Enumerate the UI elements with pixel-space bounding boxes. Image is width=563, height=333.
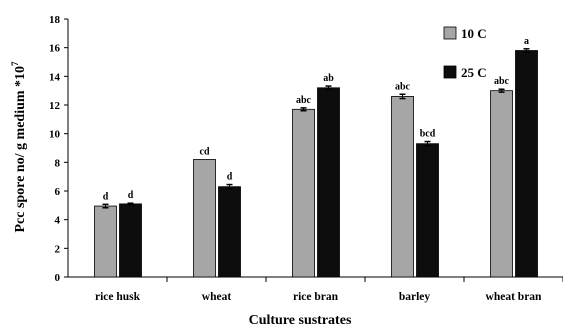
significance-label: bcd — [420, 129, 436, 140]
y-tick-label: 12 — [49, 100, 61, 112]
significance-label: ab — [323, 73, 334, 84]
significance-label: abc — [494, 76, 510, 87]
significance-label: d — [128, 190, 134, 201]
y-axis-title: Pcc spore no/ g medium *107 — [10, 61, 28, 233]
significance-label: d — [227, 172, 233, 183]
y-tick-label: 6 — [55, 186, 61, 198]
y-axis-title-text: Pcc spore no/ g medium *10 — [13, 66, 28, 233]
legend-label: 25 C — [461, 65, 487, 80]
bar — [94, 205, 117, 278]
y-tick-label: 18 — [49, 14, 61, 26]
bar — [193, 159, 216, 278]
bar — [292, 108, 315, 278]
y-tick-label: 0 — [55, 272, 61, 284]
significance-label: abc — [296, 95, 312, 106]
y-tick-label: 2 — [55, 243, 61, 255]
bar — [218, 186, 241, 278]
legend-swatch — [443, 65, 457, 79]
bar — [490, 90, 513, 278]
x-category-label: rice bran — [293, 291, 339, 303]
y-axis-title-exponent: 7 — [10, 61, 20, 66]
significance-label: abc — [395, 81, 411, 92]
y-tick-label: 16 — [49, 43, 61, 55]
bar — [119, 203, 142, 278]
x-category-label: wheat bran — [486, 291, 543, 303]
bar — [515, 50, 538, 278]
x-axis-title: Culture sustrates — [249, 313, 352, 328]
legend-label: 10 C — [461, 26, 487, 41]
bar — [317, 87, 340, 278]
significance-label: d — [103, 191, 109, 202]
bar — [416, 143, 439, 278]
significance-label: a — [524, 36, 529, 47]
y-tick-label: 14 — [49, 71, 61, 83]
significance-label: cd — [200, 146, 210, 157]
y-tick-label: 8 — [55, 157, 61, 169]
x-category-label: wheat — [202, 291, 232, 303]
x-category-label: rice husk — [95, 291, 141, 303]
x-category-label: barley — [399, 291, 431, 303]
bar — [391, 96, 414, 278]
legend-swatch — [443, 26, 457, 40]
y-tick-label: 10 — [49, 129, 61, 141]
y-tick-label: 4 — [55, 215, 61, 227]
svg-text:Pcc spore no/ g medium *107: Pcc spore no/ g medium *107 — [10, 61, 28, 233]
